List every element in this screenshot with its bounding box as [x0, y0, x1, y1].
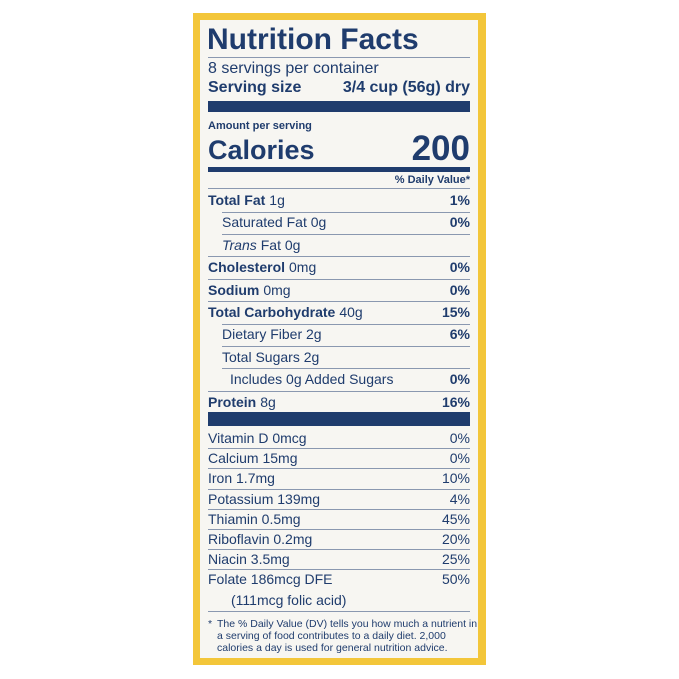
nutrient-label: Trans — [222, 236, 257, 253]
nutrient-dv: 1% — [449, 192, 470, 208]
nutrient-dv: 15% — [441, 304, 470, 320]
nutrient-amount: 1g — [269, 192, 285, 208]
divider-line — [208, 57, 470, 58]
vitamin-dv: 45% — [441, 510, 470, 527]
divider-bar — [208, 167, 470, 172]
amount-per-serving: Amount per serving — [208, 120, 312, 132]
divider-line — [222, 345, 470, 347]
divider-line — [208, 529, 470, 530]
nutrient-label: Total Fat — [208, 192, 266, 208]
footnote-marker: * — [208, 618, 213, 630]
calories-label: Calories — [208, 135, 315, 165]
divider-line — [208, 468, 470, 470]
vitamin-dv: 0% — [449, 430, 470, 446]
vitamin-label: Niacin 3.5mg — [208, 551, 290, 568]
divider-line — [208, 508, 470, 510]
divider-line — [208, 301, 470, 303]
vitamin-label: Thiamin 0.5mg — [208, 510, 301, 527]
nutrient-dv: 0% — [449, 214, 470, 231]
divider-line — [208, 448, 470, 450]
nutrient-amount: Fat 0g — [260, 236, 301, 253]
divider-line — [208, 549, 470, 551]
serving-size-label: Serving size — [208, 79, 302, 96]
divider-line — [208, 188, 470, 189]
dv-header: % Daily Value* — [394, 174, 470, 186]
nutrient-amount: 0mg — [263, 281, 291, 298]
nutrient-dv: 0% — [449, 281, 470, 298]
divider-bar — [208, 101, 470, 112]
nutrient-amount: 40g — [339, 304, 363, 320]
divider-line — [208, 610, 470, 612]
divider-line — [208, 488, 470, 490]
divider-line — [222, 233, 470, 235]
divider-bar — [208, 412, 470, 426]
divider-line — [222, 368, 470, 370]
nutrient-amount: 0mg — [289, 259, 317, 276]
footnote-line: a serving of food contributes to a daily… — [217, 630, 446, 642]
vitamin-dv: 10% — [441, 470, 470, 487]
vitamin-dv: 20% — [441, 531, 470, 547]
nutrient-dv: 0% — [449, 259, 470, 276]
vitamin-label: Calcium 15mg — [208, 450, 298, 467]
vitamin-dv: 25% — [441, 551, 470, 568]
vitamin-label: Potassium 139mg — [208, 490, 321, 507]
vitamin-label: Riboflavin 0.2mg — [208, 531, 313, 547]
vitamin-label: Folate 186mcg DFE — [208, 571, 333, 588]
vitamin-label: Vitamin D 0mcg — [208, 430, 307, 446]
divider-line — [208, 390, 470, 392]
title: Nutrition Facts — [207, 23, 419, 56]
nutrient-dv: 0% — [449, 371, 470, 388]
nutrient-label: Total Sugars 2g — [222, 348, 320, 365]
nutrient-label: Protein — [208, 393, 257, 410]
divider-line — [208, 278, 470, 280]
label-panel — [200, 20, 478, 658]
nutrient-label: Total Carbohydrate — [208, 304, 336, 320]
vitamin-dv: 0% — [449, 450, 470, 467]
nutrient-label: Cholesterol — [208, 259, 286, 276]
vitamin-dv: 4% — [449, 490, 470, 507]
divider-line — [208, 569, 470, 571]
divider-line — [222, 323, 470, 325]
nutrient-label: Includes 0g Added Sugars — [230, 371, 394, 388]
vitamin-dv: 50% — [441, 571, 470, 588]
nutrient-dv: 16% — [441, 393, 470, 410]
nutrient-dv: 6% — [449, 326, 470, 343]
divider-line — [222, 211, 470, 213]
divider-line — [208, 256, 470, 258]
footnote-line: calories a day is used for general nutri… — [217, 642, 448, 654]
calories-value: 200 — [411, 129, 470, 168]
vitamin-label: Iron 1.7mg — [208, 470, 275, 487]
nutrient-label: Sodium — [208, 281, 260, 298]
nutrient-label: Dietary Fiber 2g — [222, 326, 322, 343]
nutrient-label: Saturated Fat 0g — [222, 214, 327, 231]
vitamin-note: (111mcg folic acid) — [231, 592, 347, 609]
footnote-line: The % Daily Value (DV) tells you how muc… — [217, 618, 478, 630]
serving-size-value: 3/4 cup (56g) dry — [342, 79, 470, 96]
servings: 8 servings per container — [208, 60, 379, 77]
nutrient-amount: 8g — [260, 393, 276, 410]
